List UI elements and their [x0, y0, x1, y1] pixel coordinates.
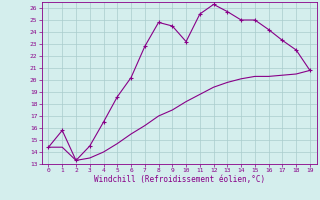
X-axis label: Windchill (Refroidissement éolien,°C): Windchill (Refroidissement éolien,°C) [94, 175, 265, 184]
